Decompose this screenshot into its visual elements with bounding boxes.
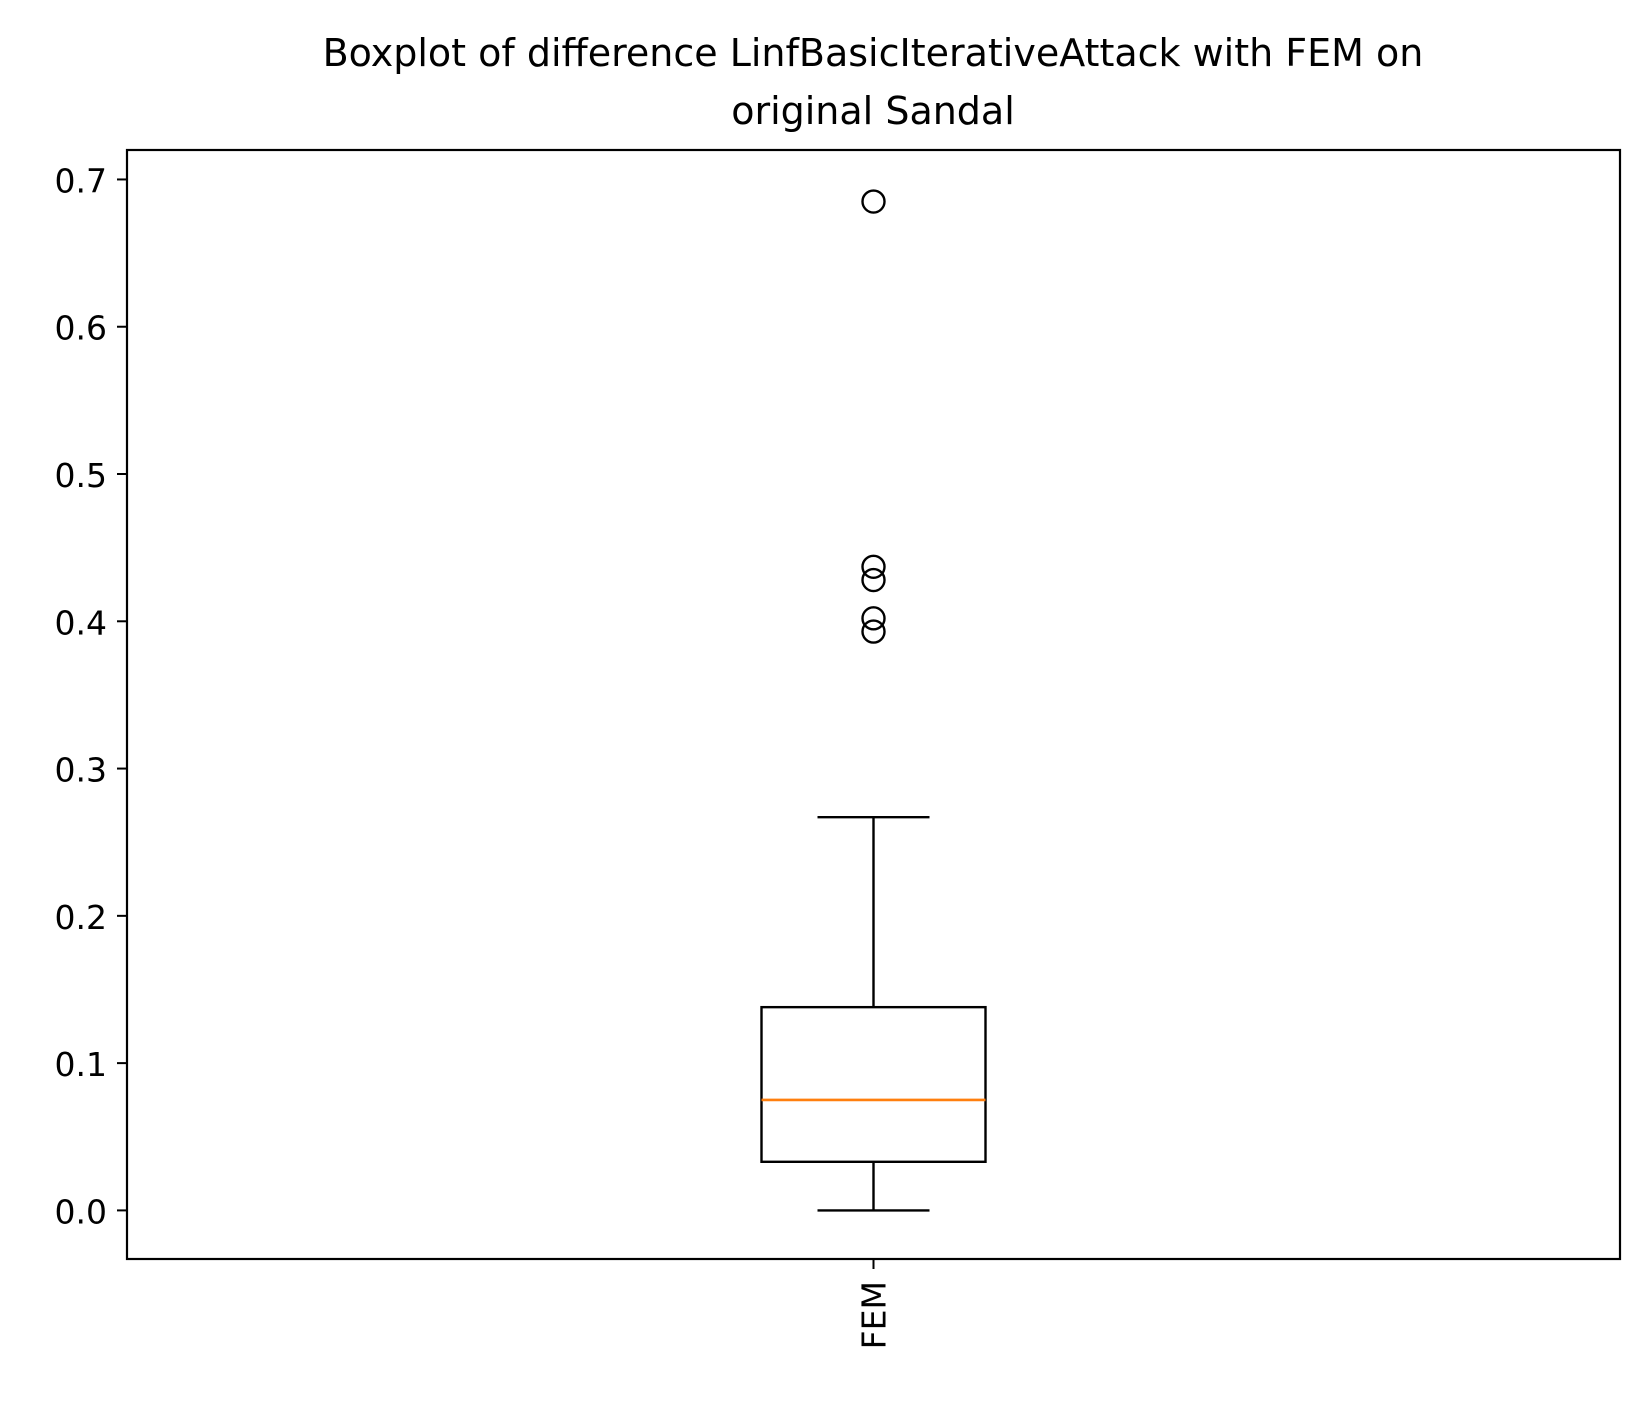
y-tick-label: 0.6 (55, 309, 107, 348)
outlier-point (861, 619, 886, 644)
outlier-point (861, 554, 886, 579)
outlier-point (861, 606, 886, 631)
y-tick-label: 0.7 (55, 161, 107, 200)
outlier-point (861, 567, 886, 593)
outlier-point (861, 189, 886, 214)
chart-title-line-1: Boxplot of difference LinfBasicIterative… (323, 31, 1424, 75)
y-tick-label: 0.3 (55, 751, 107, 790)
y-tick-label: 0.5 (55, 456, 107, 495)
box-iqr (760, 1005, 987, 1163)
y-tick-label: 0.0 (55, 1192, 107, 1231)
x-axis: FEM (855, 1259, 894, 1349)
x-tick-label: FEM (855, 1281, 894, 1349)
y-axis: 0.0 0.1 0.2 0.3 0.4 0.5 0.6 0.7 (55, 161, 127, 1231)
chart-title-line-2: original Sandal (731, 89, 1015, 133)
y-tick-label: 0.1 (55, 1045, 107, 1084)
y-tick-label: 0.2 (55, 898, 107, 937)
boxes-layer (760, 189, 987, 1212)
y-tick-label: 0.4 (55, 603, 107, 642)
